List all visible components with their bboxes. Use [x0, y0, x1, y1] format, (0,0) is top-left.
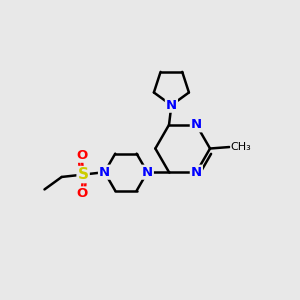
- Text: N: N: [142, 166, 153, 179]
- Text: O: O: [76, 149, 87, 162]
- Text: N: N: [191, 118, 202, 131]
- Text: CH₃: CH₃: [231, 142, 252, 152]
- Text: N: N: [166, 99, 177, 112]
- Text: N: N: [191, 166, 202, 179]
- Text: O: O: [76, 188, 87, 200]
- Text: S: S: [78, 167, 88, 182]
- Text: N: N: [99, 166, 110, 179]
